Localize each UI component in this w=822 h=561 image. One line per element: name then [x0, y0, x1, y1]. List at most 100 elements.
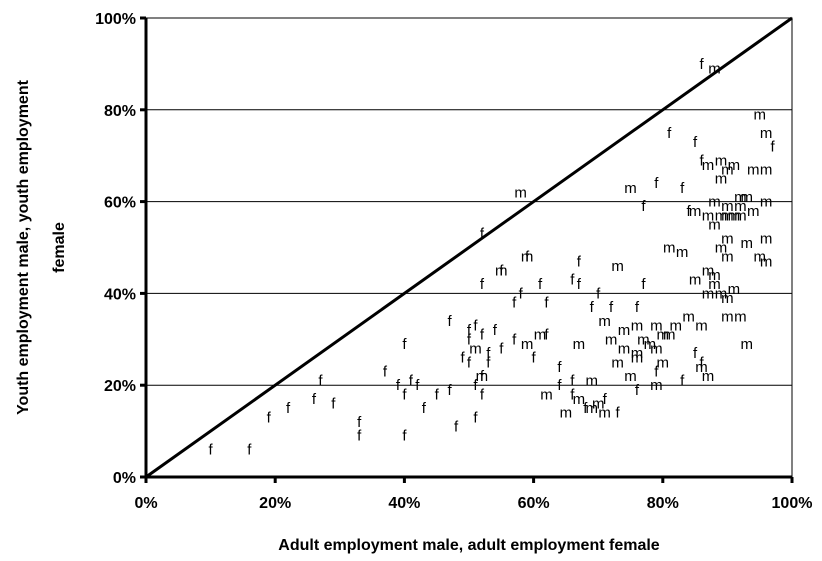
data-point-f: f — [402, 386, 407, 403]
data-point-m: m — [702, 207, 715, 224]
data-point-m: m — [741, 336, 754, 353]
data-point-f: f — [454, 419, 459, 436]
data-point-f: f — [641, 198, 646, 215]
data-point-f: f — [532, 350, 537, 367]
y-axis-title-line-1: Youth employment male, youth employment — [15, 79, 32, 415]
data-point-f: f — [402, 428, 407, 445]
data-point-f: f — [615, 405, 620, 422]
data-point-m: m — [728, 157, 741, 174]
data-point-m: m — [657, 354, 670, 371]
data-point-m: m — [676, 244, 689, 261]
data-point-m: m — [760, 194, 773, 211]
data-point-m: m — [657, 327, 670, 344]
data-point-m: m — [611, 354, 624, 371]
data-point-f: f — [486, 345, 491, 362]
data-point-m: m — [721, 207, 734, 224]
data-point-m: m — [592, 396, 605, 413]
data-point-m: m — [753, 249, 766, 266]
data-point-f: f — [538, 276, 543, 293]
data-point-m: m — [560, 405, 573, 422]
data-point-f: f — [699, 152, 704, 169]
data-point-m: m — [476, 368, 489, 385]
data-point-f: f — [383, 363, 388, 380]
data-point-f: f — [267, 409, 272, 426]
data-point-m: m — [715, 171, 728, 188]
y-tick-label: 0% — [113, 470, 136, 487]
data-point-f: f — [467, 331, 472, 348]
x-tick-label: 80% — [647, 495, 679, 512]
data-point-m: m — [721, 308, 734, 325]
data-point-m: m — [585, 373, 598, 390]
data-point-f: f — [570, 386, 575, 403]
data-point-f: f — [693, 134, 698, 151]
data-point-m: m — [721, 198, 734, 215]
data-point-f: f — [654, 363, 659, 380]
data-point-f: f — [680, 180, 685, 197]
data-point-f: f — [448, 382, 453, 399]
data-point-m: m — [669, 318, 682, 335]
data-point-f: f — [486, 354, 491, 371]
data-point-f: f — [286, 400, 291, 417]
data-point-f: f — [480, 386, 485, 403]
data-point-f: f — [557, 377, 562, 394]
data-point-f: f — [402, 336, 407, 353]
data-point-m: m — [624, 368, 637, 385]
x-axis-ticks: 0% 20% 40% 60% 80% 100% — [134, 477, 812, 512]
data-point-m: m — [721, 230, 734, 247]
data-point-f: f — [422, 400, 427, 417]
data-point-f: f — [699, 354, 704, 371]
data-point-m: m — [650, 340, 663, 357]
data-point-f: f — [415, 377, 420, 394]
data-point-f: f — [409, 373, 414, 390]
data-point-f: f — [512, 295, 517, 312]
x-tick-label: 40% — [388, 495, 420, 512]
y-tick-label: 20% — [104, 378, 136, 395]
data-point-f: f — [357, 428, 362, 445]
data-point-m: m — [702, 368, 715, 385]
data-point-m: m — [534, 327, 547, 344]
x-axis-title: Adult employment male, adult employment … — [278, 537, 660, 554]
data-point-m: m — [695, 318, 708, 335]
axes — [144, 18, 792, 479]
data-point-f: f — [312, 391, 317, 408]
data-point-m: m — [611, 258, 624, 275]
data-point-f: f — [680, 373, 685, 390]
data-point-f: f — [570, 272, 575, 289]
y-axis-title-line-2: female — [51, 222, 68, 273]
data-point-m: m — [708, 60, 721, 77]
data-point-m: m — [734, 198, 747, 215]
data-point-m: m — [734, 207, 747, 224]
data-point-m: m — [715, 285, 728, 302]
data-point-m: m — [760, 253, 773, 270]
data-point-m: m — [721, 249, 734, 266]
data-point-m: m — [637, 331, 650, 348]
data-point-f: f — [448, 313, 453, 330]
data-point-f: f — [771, 139, 776, 156]
data-point-m: m — [663, 327, 676, 344]
data-point-f: f — [512, 331, 517, 348]
data-point-f: f — [590, 299, 595, 316]
data-point-f: f — [577, 253, 582, 270]
data-point-m: m — [721, 290, 734, 307]
data-point-m: m — [708, 194, 721, 211]
data-point-f: f — [570, 373, 575, 390]
data-point-m: m — [741, 235, 754, 252]
data-point-m: m — [734, 308, 747, 325]
data-point-m: m — [650, 377, 663, 394]
data-point-f: f — [693, 345, 698, 362]
data-point-f: f — [480, 226, 485, 243]
data-point-m: m — [618, 340, 631, 357]
data-point-f: f — [331, 396, 336, 413]
data-point-f: f — [654, 175, 659, 192]
data-point-f: f — [544, 327, 549, 344]
data-point-m: m — [753, 106, 766, 123]
data-point-f: f — [473, 377, 478, 394]
data-point-m: m — [521, 336, 534, 353]
data-point-f: f — [460, 350, 465, 367]
data-point-m: m — [728, 281, 741, 298]
y-tick-label: 60% — [104, 195, 136, 212]
y-tick-label: 80% — [104, 103, 136, 120]
data-point-f: f — [247, 441, 252, 458]
data-point-f: f — [493, 322, 498, 339]
